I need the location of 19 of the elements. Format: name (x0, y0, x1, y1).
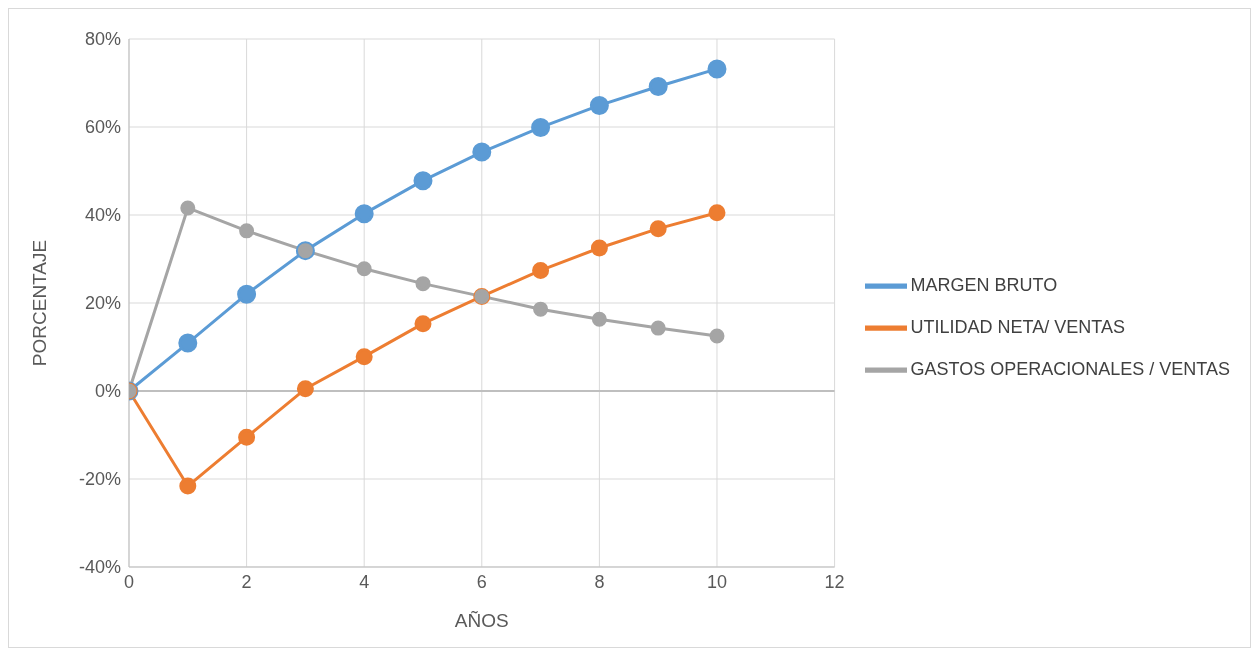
x-tick-label: 8 (594, 571, 605, 592)
y-axis-title: PORCENTAJE (28, 239, 50, 367)
y-tick-label: 40% (84, 205, 121, 226)
legend-label: UTILIDAD NETA/ VENTAS (910, 316, 1125, 337)
x-tick-label: 2 (241, 571, 252, 592)
y-tick-label: -20% (78, 469, 121, 490)
legend-label: MARGEN BRUTO (910, 274, 1058, 295)
x-tick-label: 12 (824, 571, 845, 592)
x-tick-label: 6 (476, 571, 487, 592)
x-tick-label: 10 (706, 571, 727, 592)
y-tick-label: 80% (84, 29, 121, 50)
x-tick-label: 4 (359, 571, 370, 592)
x-tick-label: 0 (123, 571, 135, 592)
y-tick-label: 20% (84, 293, 121, 314)
x-axis-title: AÑOS (454, 610, 509, 631)
y-tick-label: -40% (78, 557, 121, 578)
y-tick-label: 60% (84, 117, 121, 138)
y-tick-label: 0% (94, 381, 121, 402)
legend-label: GASTOS OPERACIONALES / VENTAS (910, 358, 1230, 379)
